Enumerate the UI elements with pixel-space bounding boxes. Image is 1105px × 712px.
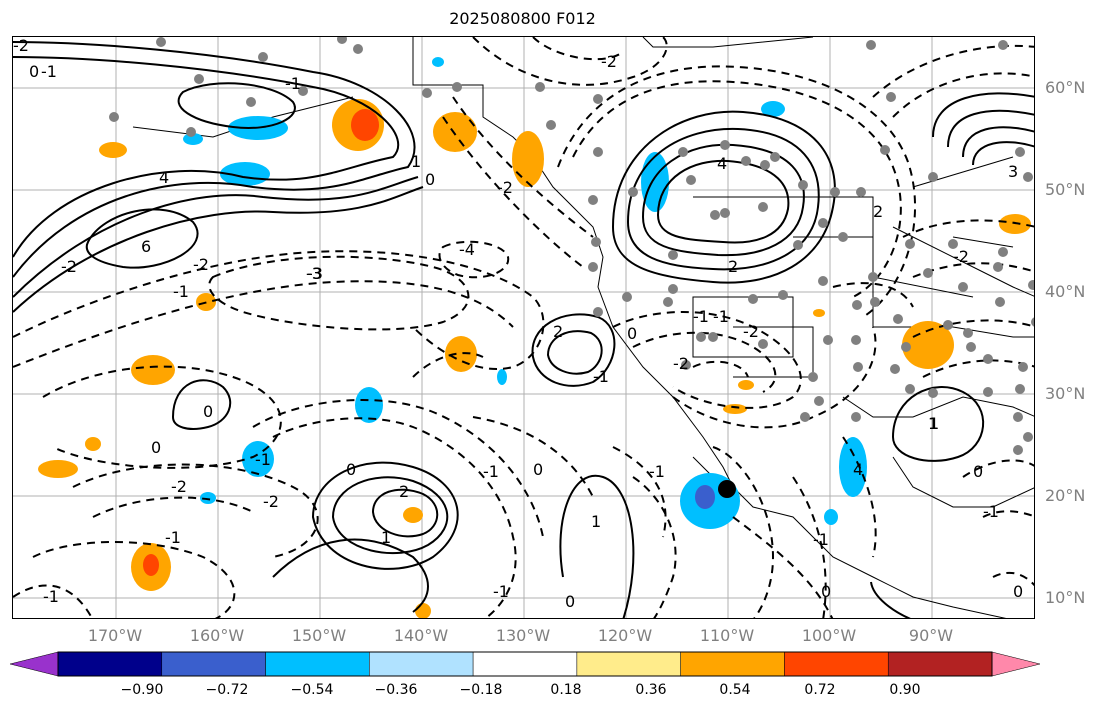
contour-label: -1 bbox=[983, 502, 999, 521]
marker-dot bbox=[718, 480, 736, 498]
contour-label: -1 bbox=[693, 307, 709, 326]
contour-label: 1 bbox=[591, 512, 601, 531]
contour-labels: -2 -1 0 4 6 -4 -3 -2 -2 -1 1 -1 0 -2 -1 … bbox=[13, 37, 1023, 611]
lat-label: 10°N bbox=[1045, 588, 1086, 607]
colorbar-cell bbox=[57, 651, 163, 677]
negative-contours bbox=[13, 37, 1034, 618]
colorbar-tick: 0.54 bbox=[719, 682, 751, 698]
contour-label: 0 bbox=[565, 592, 575, 611]
lon-label: 90°W bbox=[908, 626, 954, 645]
lon-label: 120°W bbox=[597, 626, 653, 645]
colorbar-cell bbox=[680, 651, 785, 677]
shading-positive bbox=[38, 99, 1031, 618]
contour-label: 0 bbox=[29, 62, 39, 81]
contour-label: -3 bbox=[307, 264, 323, 283]
contour-label: 0 bbox=[346, 460, 356, 479]
contour-label: -2 bbox=[13, 37, 29, 55]
contour-label: 4 bbox=[159, 168, 169, 187]
contour-label: 0 bbox=[203, 402, 213, 421]
contour-label: 2 bbox=[399, 482, 409, 501]
contour-label: -3 bbox=[306, 264, 322, 283]
contour-label: 0 bbox=[425, 170, 435, 189]
colorbar-extend-high bbox=[991, 651, 1040, 677]
contour-label: -1 bbox=[649, 462, 665, 481]
contour-label: 1 bbox=[929, 414, 939, 433]
lat-label: 40°N bbox=[1045, 282, 1086, 301]
colorbar-tick: −0.18 bbox=[459, 682, 503, 698]
lon-label: 170°W bbox=[87, 626, 143, 645]
colorbar-tick: −0.36 bbox=[374, 682, 418, 698]
contour-label: 0 bbox=[973, 462, 983, 481]
colorbar-tick: −0.72 bbox=[205, 682, 249, 698]
contour-label: -2 bbox=[193, 255, 209, 274]
shading-negative bbox=[183, 57, 867, 529]
positive-contours bbox=[13, 41, 1034, 618]
map-plot-area: -2 -1 0 4 6 -4 -3 -2 -2 -1 1 -1 0 -2 -1 … bbox=[12, 36, 1035, 619]
contour-label: -1 bbox=[285, 74, 301, 93]
lat-label: 50°N bbox=[1045, 180, 1086, 199]
colorbar-cell bbox=[369, 651, 474, 677]
lon-label: 110°W bbox=[699, 626, 755, 645]
contour-label: -1 bbox=[41, 62, 57, 81]
lat-label: 30°N bbox=[1045, 384, 1086, 403]
contour-label: -1 bbox=[713, 307, 729, 326]
colorbar-cell bbox=[265, 651, 370, 677]
colorbar bbox=[10, 651, 1040, 677]
colorbar-tick: 0.90 bbox=[889, 682, 921, 698]
contour-label: 4 bbox=[717, 154, 727, 173]
lon-label: 160°W bbox=[189, 626, 245, 645]
contour-label: 2 bbox=[553, 322, 563, 341]
contour-label: -1 bbox=[813, 530, 829, 549]
lat-label: 20°N bbox=[1045, 486, 1086, 505]
contour-label: -2 bbox=[743, 322, 759, 341]
map-title: 2025080800 F012 bbox=[449, 9, 596, 28]
contour-label: -2 bbox=[61, 257, 77, 276]
contour-label: -1 bbox=[255, 450, 271, 469]
contour-label: 0 bbox=[1013, 582, 1023, 601]
contour-label: -2 bbox=[263, 492, 279, 511]
colorbar-tick: 0.18 bbox=[550, 682, 582, 698]
contour-label: -1 bbox=[43, 587, 59, 606]
contour-label: -2 bbox=[171, 477, 187, 496]
lon-label: 140°W bbox=[393, 626, 449, 645]
contour-label: -1 bbox=[165, 528, 181, 547]
contour-label: -1 bbox=[173, 282, 189, 301]
colorbar-cell bbox=[887, 651, 993, 677]
contour-label: -1 bbox=[483, 462, 499, 481]
contour-label: 4 bbox=[853, 460, 863, 479]
contour-label: -2 bbox=[601, 52, 617, 71]
contour-label: -1 bbox=[493, 582, 509, 601]
contour-label: 6 bbox=[141, 237, 151, 256]
contour-label: -2 bbox=[497, 178, 513, 197]
contour-label: 2 bbox=[728, 257, 738, 276]
colorbar-cell bbox=[576, 651, 681, 677]
colorbar-tick: 0.72 bbox=[804, 682, 836, 698]
contour-label: -4 bbox=[459, 240, 475, 259]
colorbar-tick: −0.54 bbox=[290, 682, 334, 698]
map-svg: -2 -1 0 4 6 -4 -3 -2 -2 -1 1 -1 0 -2 -1 … bbox=[13, 37, 1034, 618]
contour-label: 3 bbox=[1008, 162, 1018, 181]
lon-label: 100°W bbox=[801, 626, 857, 645]
colorbar-cell bbox=[161, 651, 266, 677]
lon-label: 130°W bbox=[495, 626, 551, 645]
station-dots bbox=[109, 37, 1034, 455]
contour-label: 1 bbox=[411, 152, 421, 171]
contour-label: -1 bbox=[593, 367, 609, 386]
contour-label: 2 bbox=[873, 202, 883, 221]
contour-label: 0 bbox=[821, 582, 831, 601]
contour-label: 1 bbox=[928, 414, 938, 433]
colorbar-cell bbox=[472, 651, 578, 677]
colorbar-extend-low bbox=[10, 651, 59, 677]
contour-label: 0 bbox=[151, 438, 161, 457]
contour-label: -2 bbox=[673, 354, 689, 373]
lat-label: 60°N bbox=[1045, 78, 1086, 97]
contour-label: 1 bbox=[381, 528, 391, 547]
colorbar-cell bbox=[784, 651, 889, 677]
colorbar-tick: 0.36 bbox=[635, 682, 667, 698]
contour-label: 0 bbox=[533, 460, 543, 479]
contour-label: -2 bbox=[953, 247, 969, 266]
contour-label: 0 bbox=[627, 324, 637, 343]
colorbar-tick: −0.90 bbox=[120, 682, 164, 698]
lon-label: 150°W bbox=[291, 626, 347, 645]
